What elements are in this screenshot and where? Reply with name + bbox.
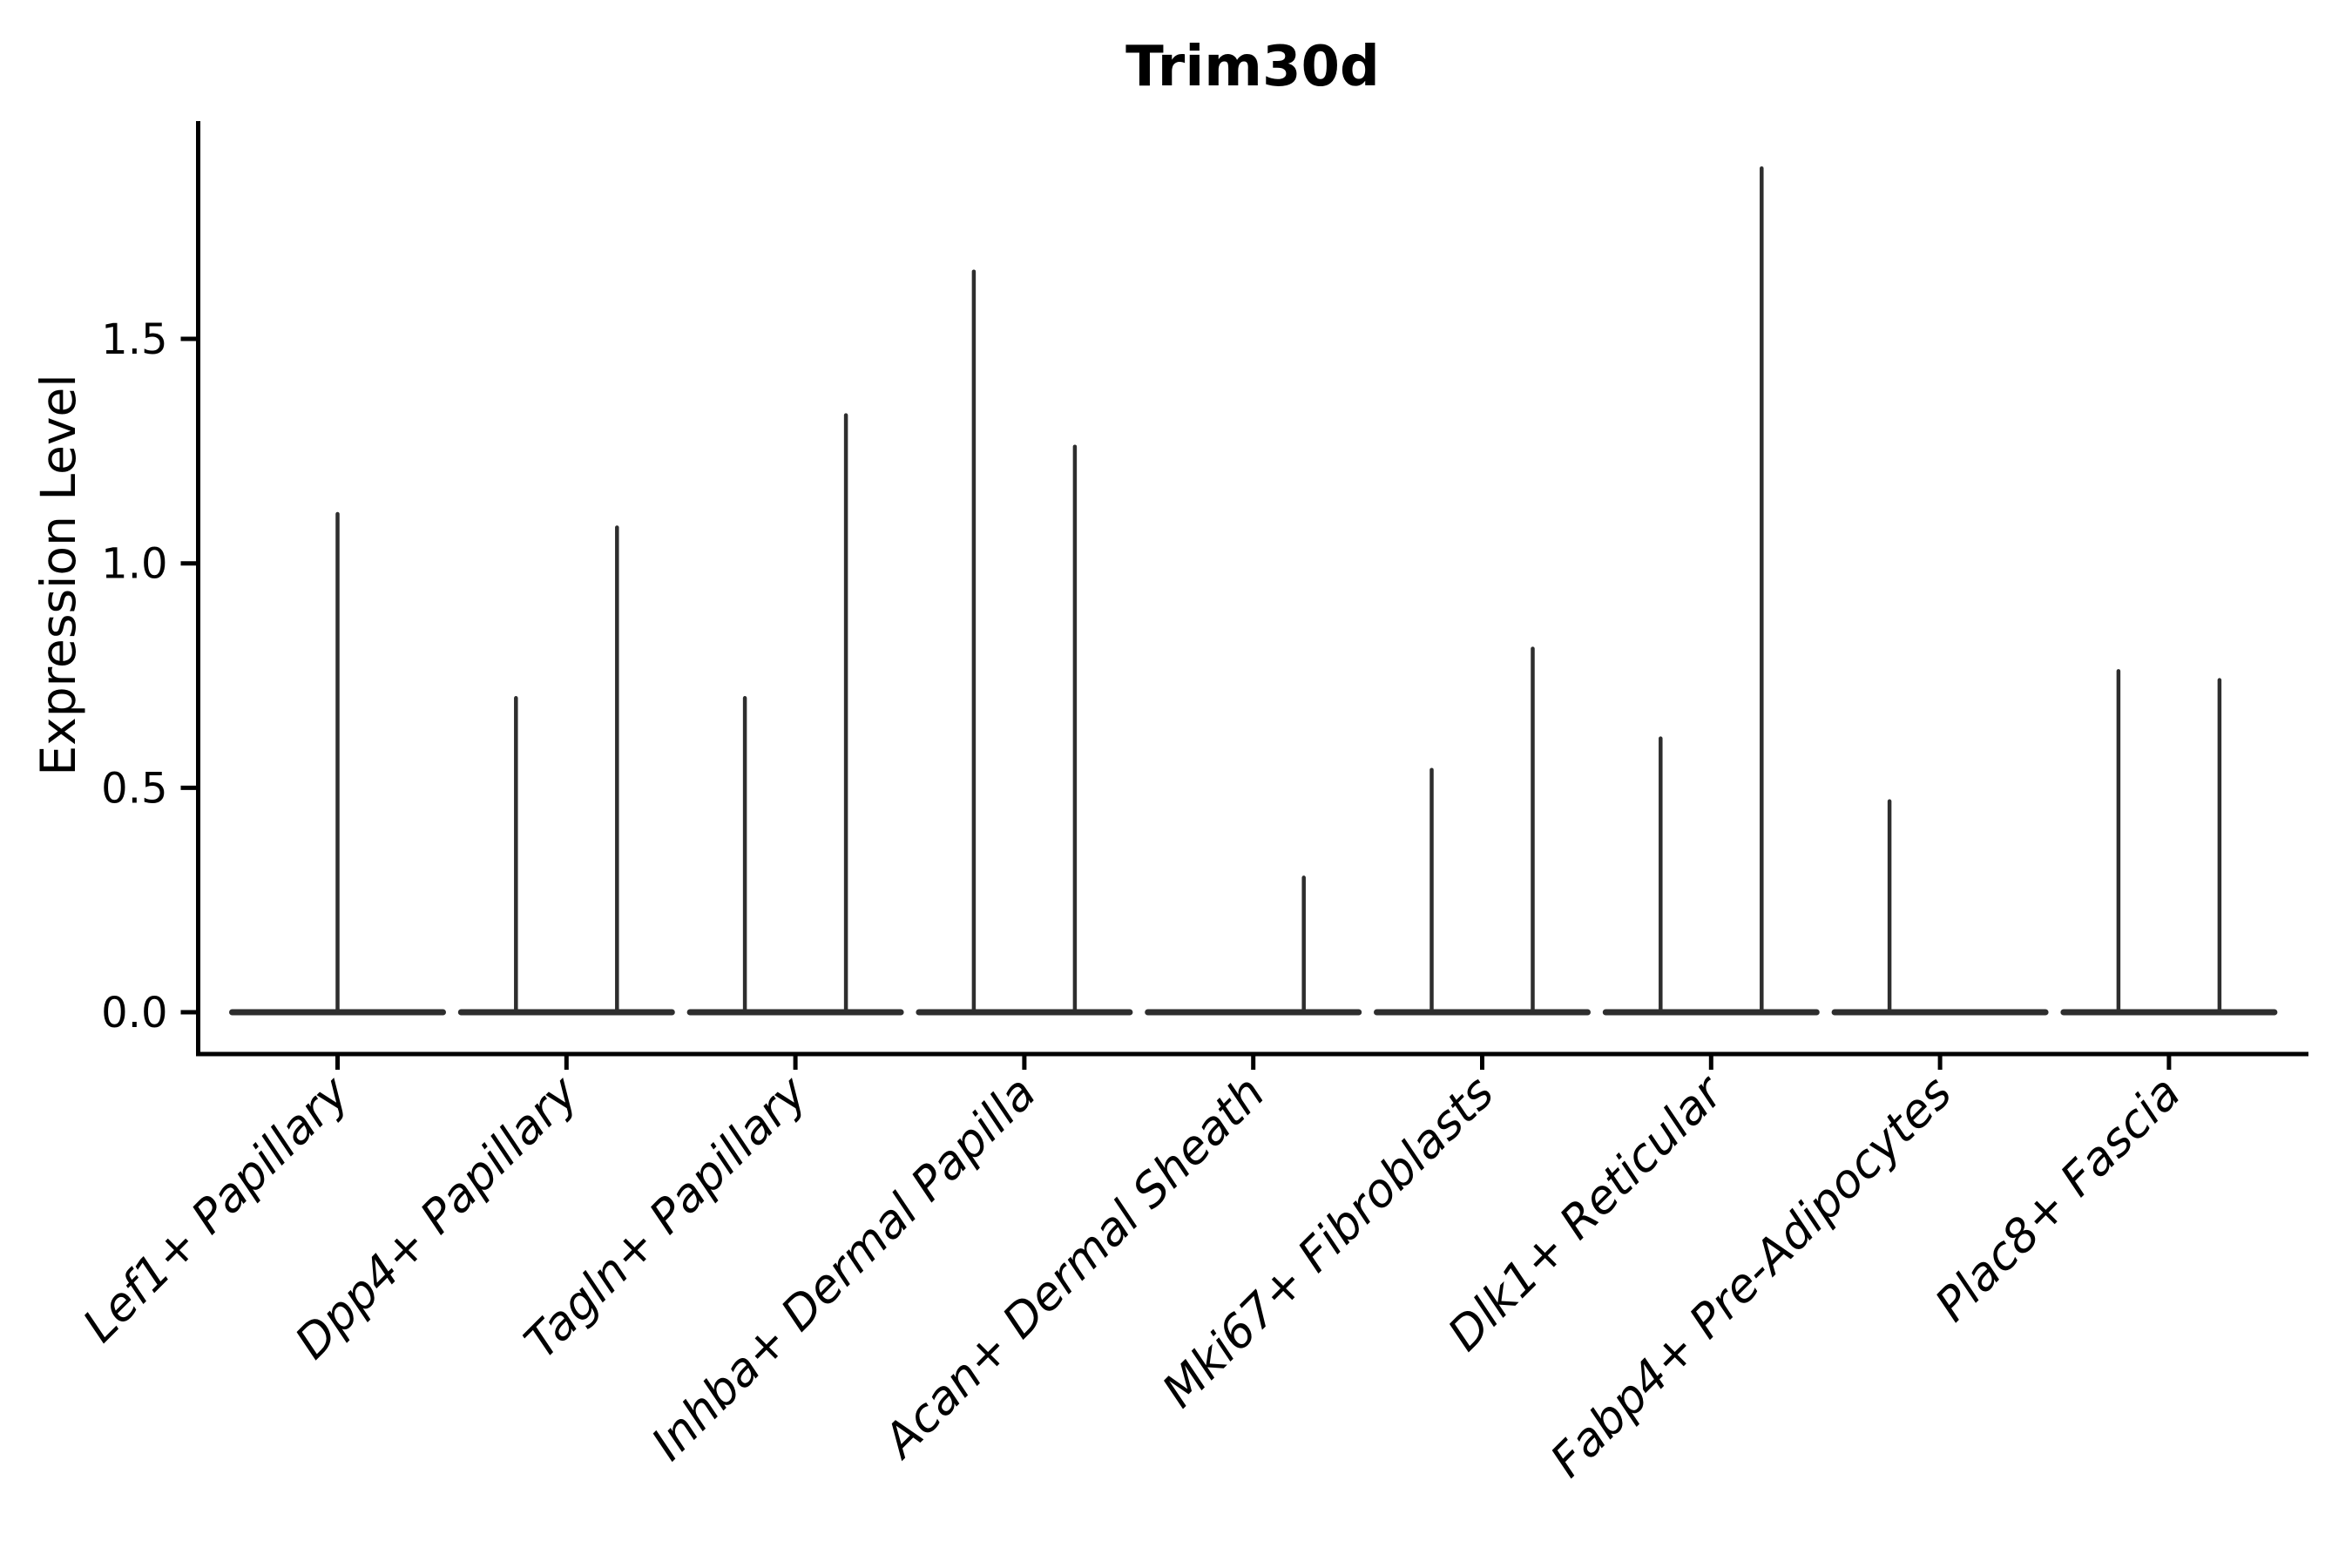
y-tick-label: 1.0 bbox=[101, 540, 167, 589]
y-axis-label: Expression Level bbox=[30, 374, 86, 775]
x-tick-label: Acan+ Dermal Sheath bbox=[872, 1066, 1275, 1470]
y-tick-label: 1.5 bbox=[101, 315, 167, 364]
y-tick-label: 0.5 bbox=[101, 764, 167, 813]
y-tick-label: 0.0 bbox=[101, 989, 167, 1037]
x-tick-label: Fabp4+ Pre-Adipocytes bbox=[1541, 1066, 1963, 1488]
x-tick-label: Inhba+ Dermal Papilla bbox=[642, 1066, 1046, 1470]
chart-title: Trim30d bbox=[1125, 35, 1380, 99]
x-tick-label: Plac8+ Fascia bbox=[1925, 1066, 2191, 1332]
